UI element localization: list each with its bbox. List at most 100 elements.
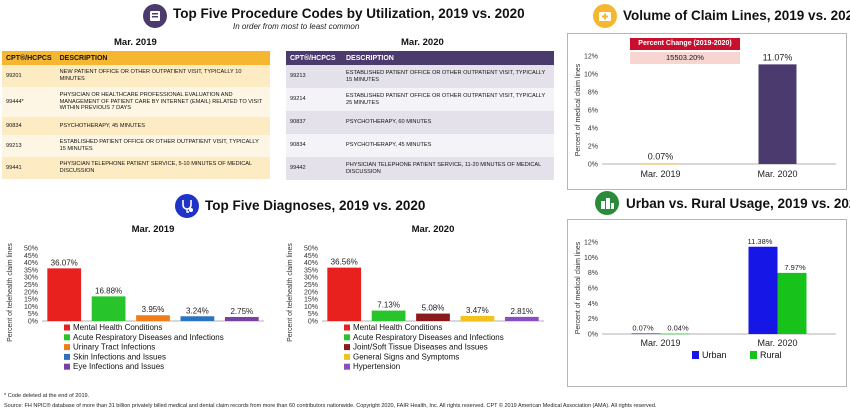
data-label: 5.08% — [422, 304, 445, 313]
desc-cell: PSYCHOTHERAPY, 45 MINUTES — [55, 117, 270, 135]
y-tick-label: 0% — [588, 332, 598, 339]
data-label: 36.07% — [51, 258, 78, 267]
procedures-title: Top Five Procedure Codes by Utilization,… — [173, 6, 525, 21]
diagnoses-2019-chart: Mar. 2019 Percent of telehealth claim lin… — [7, 224, 264, 371]
footer-source: Source: FH NPIC® database of more than 3… — [4, 403, 657, 409]
y-tick-label: 50% — [304, 246, 318, 253]
code-cell: 99441 — [2, 157, 56, 179]
desc-cell: NEW PATIENT OFFICE OR OTHER OUTPATIENT V… — [55, 65, 270, 87]
procedure-icon — [143, 4, 167, 28]
bar — [224, 316, 259, 321]
table-row: 99201 NEW PATIENT OFFICE OR OTHER OUTPATI… — [2, 65, 270, 87]
y-tick-label: 10% — [24, 304, 38, 311]
y-tick-label: 8% — [588, 90, 598, 97]
data-label: 2.75% — [230, 307, 253, 316]
diagnoses-title: Top Five Diagnoses, 2019 vs. 2020 — [205, 198, 426, 213]
data-label: 0.07% — [648, 151, 674, 161]
y-tick-label: 12% — [584, 240, 598, 247]
footer-note: * Code deleted at the end of 2019. — [4, 393, 90, 399]
code-cell: 99201 — [2, 65, 56, 87]
code-cell: 99444* — [2, 87, 56, 117]
claims-title: Volume of Claim Lines, 2019 vs. 2020 — [623, 8, 850, 23]
code-cell: 99213 — [286, 65, 342, 88]
legend-label: Acute Respiratory Diseases and Infection… — [73, 333, 224, 342]
y-tick-label: 10% — [304, 304, 318, 311]
desc-cell: ESTABLISHED PATIENT OFFICE OR OTHER OUTP… — [342, 88, 554, 111]
legend-label: Urinary Tract Infections — [73, 343, 155, 352]
data-label: 16.88% — [95, 286, 122, 295]
y-axis-label: Percent of medical claim lines — [575, 241, 582, 334]
y-tick-label: 0% — [308, 319, 318, 326]
table-row: 99444* PHYSICIAN OR HEALTHCARE PROFESSION… — [2, 87, 270, 117]
y-axis-label: Percent of telehealth claim lines — [7, 243, 14, 342]
legend-label: Mental Health Conditions — [353, 323, 442, 332]
legend-label: Hypertension — [353, 362, 400, 371]
legend-swatch — [344, 353, 350, 360]
data-label: 11.38% — [748, 237, 773, 246]
data-label: 7.97% — [784, 263, 806, 272]
col-code-header: CPT®/HCPCS — [2, 51, 56, 65]
legend-label: Joint/Soft Tissue Diseases and Issues — [353, 343, 488, 352]
data-label: 2.81% — [510, 307, 533, 316]
y-tick-label: 4% — [588, 301, 598, 308]
bar-rural — [660, 333, 690, 335]
y-tick-label: 8% — [588, 270, 598, 277]
procedures-table-2019: CPT®/HCPCS DESCRIPTION 99201 NEW PATIENT … — [2, 51, 270, 179]
y-tick-label: 5% — [308, 311, 318, 318]
data-label: 3.47% — [466, 306, 489, 315]
desc-cell: PHYSICIAN OR HEALTHCARE PROFESSIONAL EVA… — [55, 87, 270, 117]
legend-swatch — [344, 363, 350, 370]
bar — [91, 296, 126, 321]
legend-swatch — [64, 334, 70, 341]
col-desc-header: DESCRIPTION — [342, 51, 554, 65]
legend-swatch — [64, 363, 70, 370]
legend-swatch — [344, 324, 350, 331]
legend-swatch — [344, 334, 350, 341]
y-tick-label: 10% — [584, 255, 598, 262]
bar — [327, 267, 362, 321]
urban-rural-chart: Percent of medical claim lines 0% 2% 4% 6% 8%… — [575, 237, 836, 360]
urban-chart-frame — [567, 219, 847, 387]
legend-label: Rural — [760, 350, 782, 360]
legend-swatch — [64, 324, 70, 331]
y-tick-label: 2% — [588, 144, 598, 151]
y-tick-label: 12% — [584, 54, 598, 61]
y-tick-label: 15% — [24, 297, 38, 304]
legend-label: Eye Infections and Issues — [73, 362, 164, 371]
legend-swatch — [692, 351, 699, 359]
y-axis-label: Percent of telehealth claim lines — [287, 243, 294, 342]
urban-title: Urban vs. Rural Usage, 2019 vs. 2020 — [626, 196, 850, 211]
y-tick-label: 5% — [28, 311, 38, 318]
data-label: 0.07% — [632, 323, 654, 332]
legend-label: General Signs and Symptoms — [353, 352, 459, 361]
pct-change-label: Percent Change (2019-2020) — [630, 38, 740, 50]
y-tick-label: 0% — [588, 162, 598, 169]
claims-volume-chart: Percent of medical claim lines 0% 2% 4% 6% 8%… — [575, 52, 836, 179]
code-cell: 90837 — [286, 111, 342, 134]
bar — [504, 316, 539, 321]
data-label: 7.13% — [377, 301, 400, 310]
medical-kit-icon — [593, 4, 617, 28]
bar-urban — [631, 333, 661, 335]
table-row: 99213 ESTABLISHED PATIENT OFFICE OR OTHER… — [286, 65, 554, 88]
y-tick-label: 30% — [24, 275, 38, 282]
bar — [460, 315, 495, 321]
claims-chart-frame — [567, 33, 847, 190]
chart-title: Mar. 2020 — [412, 224, 455, 235]
bar-rural — [777, 272, 807, 334]
data-label: 3.95% — [142, 305, 165, 314]
diagnoses-2020-chart: Mar. 2020 Percent of telehealth claim lin… — [287, 224, 544, 371]
bar — [371, 310, 406, 321]
y-tick-label: 0% — [28, 319, 38, 326]
y-tick-label: 35% — [304, 267, 318, 274]
table-row: 90837 PSYCHOTHERAPY, 60 MINUTES — [286, 111, 554, 134]
data-label: 36.56% — [331, 258, 358, 267]
procedures-left-month: Mar. 2019 — [114, 37, 157, 48]
desc-cell: PHYSICIAN TELEPHONE PATIENT SERVICE, 11-… — [342, 157, 554, 180]
y-tick-label: 10% — [584, 72, 598, 79]
y-tick-label: 30% — [304, 275, 318, 282]
y-tick-label: 2% — [588, 316, 598, 323]
y-tick-label: 6% — [588, 108, 598, 115]
procedures-table-2020: CPT®/HCPCS DESCRIPTION 99213 ESTABLISHED … — [286, 51, 554, 180]
bar — [641, 163, 680, 165]
